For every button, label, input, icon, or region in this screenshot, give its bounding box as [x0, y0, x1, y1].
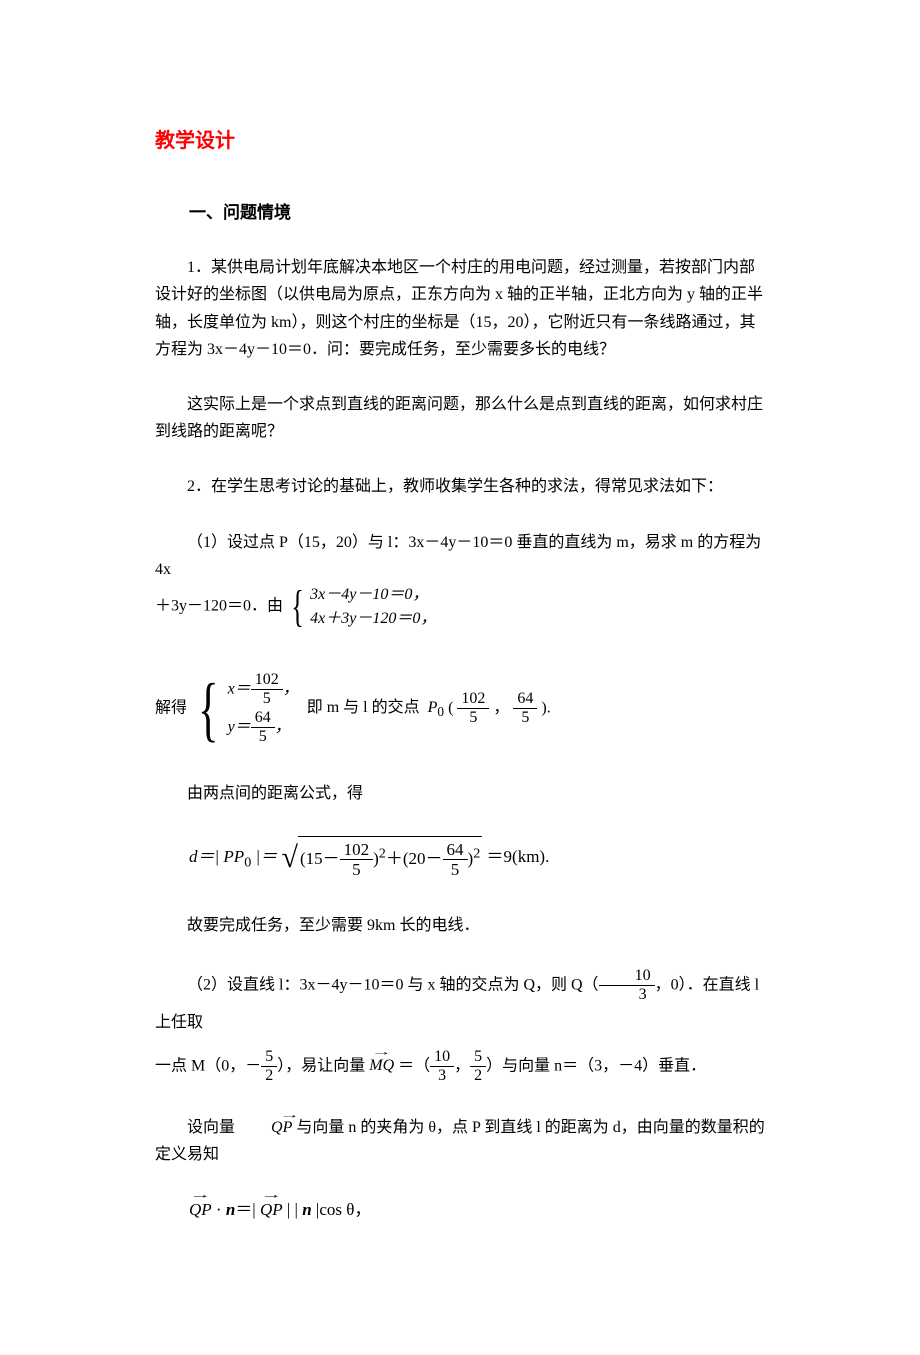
section-heading-1: 一、问题情境	[155, 199, 770, 226]
method1-tail: ＋3y－120＝0．由	[155, 598, 283, 615]
sys1-eq2: 4x＋3y－120＝0，	[310, 607, 436, 631]
brace-icon: {	[198, 673, 219, 745]
doc-title: 教学设计	[155, 125, 770, 157]
vector-qp-3: QP	[260, 1196, 283, 1223]
method1-line2: ＋3y－120＝0．由 { 3x－4y－10＝0， 4x＋3y－120＝0，	[155, 583, 770, 631]
paragraph-methods-intro: 2．在学生思考讨论的基础上，教师收集学生各种的求法，得常见求法如下：	[155, 473, 770, 500]
p0-f1d: 5	[457, 709, 489, 727]
vector-qp: QP	[239, 1114, 292, 1141]
p0-f1n: 102	[457, 690, 489, 709]
sys2-xden: 5	[251, 690, 283, 708]
p0-f2d: 5	[513, 709, 537, 727]
method1-line1: （1）设过点 P（15，20）与 l：3x－4y－10＝0 垂直的直线为 m，易…	[155, 529, 770, 583]
sys2-ynum: 64	[251, 709, 275, 728]
p0-label: P0	[428, 699, 444, 716]
method2-line1: （2）设直线 l：3x－4y－10＝0 与 x 轴的交点为 Q，则 Q（103，…	[155, 967, 770, 1040]
distance-equation: d＝| PP0 |＝ √ (15－1025)2＋(20－645)2 ＝9(km)…	[189, 836, 770, 880]
solve-prefix: 解得	[155, 699, 187, 716]
method2-line2: 一点 M（0，－52），易让向量 MQ ＝（103，52）与向量 n＝（3，－4…	[155, 1048, 770, 1086]
p0-open: (	[448, 699, 453, 716]
sys1-eq1: 3x－4y－10＝0，	[310, 583, 436, 607]
paragraph-result: 故要完成任务，至少需要 9km 长的电线．	[155, 912, 770, 939]
sys2-mid: 即 m 与 l 的交点	[307, 699, 420, 716]
system1: { 3x－4y－10＝0， 4x＋3y－120＝0，	[287, 583, 436, 631]
vector-mq: MQ	[369, 1048, 394, 1083]
solution-line: 解得 { x＝1025， y＝645， 即 m 与 l 的交点 P0 ( 102…	[155, 671, 770, 747]
paragraph-context: 这实际上是一个求点到直线的距离问题，那么什么是点到直线的距离，如何求村庄到线路的…	[155, 391, 770, 445]
sqrt-icon: √	[281, 843, 297, 873]
dot-product-equation: QP · n＝| QP | | n |cos θ，	[189, 1196, 770, 1223]
vector-qp-2: QP	[189, 1196, 212, 1223]
brace-icon: {	[291, 585, 304, 629]
paragraph-distance-formula-intro: 由两点间的距离公式，得	[155, 780, 770, 807]
paragraph-vector-angle: 设向量 QP 与向量 n 的夹角为 θ，点 P 到直线 l 的距离为 d，由向量…	[155, 1114, 770, 1168]
p0-close: ).	[541, 699, 550, 716]
system2: { x＝1025， y＝645，	[191, 671, 299, 747]
paragraph-problem: 1．某供电局计划年底解决本地区一个村庄的用电问题，经过测量，若按部门内部设计好的…	[155, 254, 770, 363]
sys2-xnum: 102	[251, 671, 283, 690]
p0-f2n: 64	[513, 690, 537, 709]
sys2-yden: 5	[251, 728, 275, 746]
